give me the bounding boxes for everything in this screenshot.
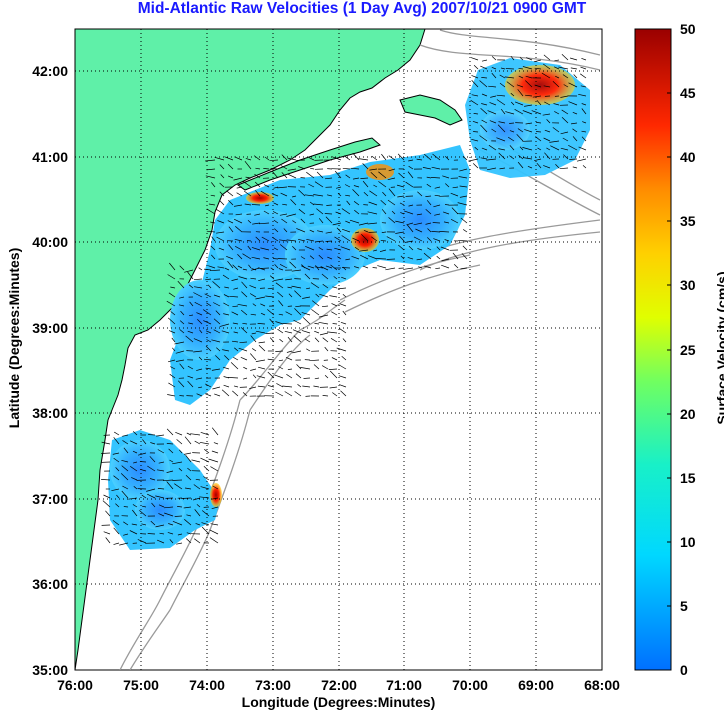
x-axis-label: Longitude (Degrees:Minutes) <box>241 694 436 710</box>
y-tick: 40:00 <box>32 234 68 250</box>
y-tick: 38:00 <box>32 405 68 421</box>
y-tick: 41:00 <box>32 149 68 165</box>
x-tick: 68:00 <box>584 677 620 693</box>
colorbar-tick: 20 <box>680 406 696 422</box>
colorbar-tick: 45 <box>680 85 696 101</box>
x-tick: 70:00 <box>452 677 488 693</box>
colorbar-tick: 30 <box>680 277 696 293</box>
y-tick: 39:00 <box>32 320 68 336</box>
x-tick: 75:00 <box>123 677 159 693</box>
map-grid <box>75 29 602 670</box>
y-tick: 37:00 <box>32 491 68 507</box>
colorbar-tick: 15 <box>680 470 696 486</box>
x-tick: 72:00 <box>321 677 357 693</box>
cape-cod <box>399 94 463 126</box>
colorbar-tick: 40 <box>680 149 696 165</box>
y-axis-label: Latitude (Degrees:Minutes) <box>6 247 22 429</box>
x-tick: 71:00 <box>386 677 422 693</box>
land-mass <box>75 29 426 670</box>
colorbar-tick: 5 <box>680 598 688 614</box>
x-tick: 74:00 <box>189 677 225 693</box>
colorbar-tick: 10 <box>680 534 696 550</box>
velocity-field-south <box>108 430 222 550</box>
velocity-vectors <box>101 54 587 546</box>
colorbar-tick: 50 <box>680 21 696 37</box>
x-tick: 73:00 <box>255 677 291 693</box>
colorbar-label: Surface Velocity (cm/s) <box>714 271 724 425</box>
colorbar-tick: 0 <box>680 662 688 678</box>
colorbar-tick: 25 <box>680 342 696 358</box>
y-tick: 36:00 <box>32 576 68 592</box>
map-title: Mid-Atlantic Raw Velocities (1 Day Avg) … <box>137 0 587 17</box>
y-tick: 42:00 <box>32 63 68 79</box>
y-tick: 35:00 <box>32 662 68 678</box>
colorbar-tick: 35 <box>680 213 696 229</box>
colorbar <box>634 28 672 671</box>
velocity-field-north <box>465 58 590 178</box>
x-tick: 76:00 <box>57 677 93 693</box>
x-tick: 69:00 <box>518 677 554 693</box>
